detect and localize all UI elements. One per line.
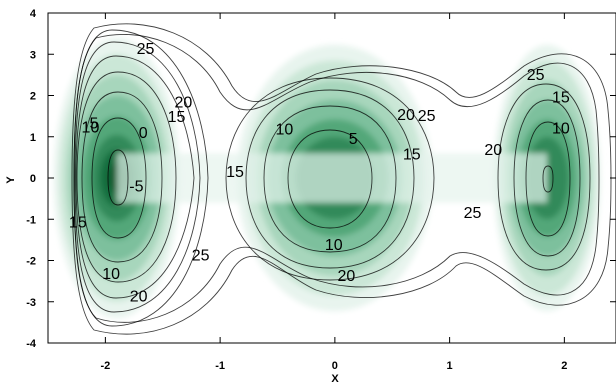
contour-label: 15 xyxy=(226,164,244,181)
contour-label: 15 xyxy=(69,214,87,231)
contour-line xyxy=(107,149,129,206)
contour-label: 15 xyxy=(403,146,421,163)
x-tick-label: -1 xyxy=(215,360,225,372)
density-fill xyxy=(53,37,601,319)
contour-label: 10 xyxy=(552,121,570,138)
contour-label: 20 xyxy=(175,95,193,112)
contour-line xyxy=(75,55,195,299)
contour-line xyxy=(71,23,612,335)
contour-label: 5 xyxy=(89,115,98,132)
contour-line xyxy=(74,41,201,313)
y-tick-label: 4 xyxy=(30,8,37,20)
contour-line xyxy=(263,105,397,253)
contour-label: 10 xyxy=(82,119,100,136)
contour-line xyxy=(245,89,415,269)
contour-label: 20 xyxy=(484,142,502,159)
x-tick-label: 1 xyxy=(447,360,453,372)
contour-label: -5 xyxy=(129,178,143,195)
contour-lines xyxy=(71,23,612,335)
contour-label: 25 xyxy=(527,67,545,84)
contour-label: 25 xyxy=(192,247,210,264)
y-tick-label: 0 xyxy=(30,173,36,185)
contour-line xyxy=(76,71,177,283)
contour-label: 25 xyxy=(418,108,436,125)
contour-line xyxy=(225,77,435,281)
contour-line xyxy=(287,129,373,229)
contour-label: 25 xyxy=(137,41,155,58)
x-tick-label: -2 xyxy=(100,360,110,372)
x-tick-label: 0 xyxy=(332,360,338,372)
y-axis-title: Y xyxy=(5,176,17,184)
density-band xyxy=(116,153,548,203)
y-tick-label: -4 xyxy=(26,338,37,350)
contour-label: 5 xyxy=(349,131,358,148)
contour-line xyxy=(81,91,163,263)
contour-label: 15 xyxy=(168,109,186,126)
contour-line xyxy=(513,99,581,257)
y-tick-label: -2 xyxy=(26,256,36,268)
contour-label: 20 xyxy=(130,289,148,306)
contour-label: 20 xyxy=(397,107,415,124)
y-tick-label: -3 xyxy=(26,297,36,309)
x-tick-label: 2 xyxy=(561,360,567,372)
contour-label: 15 xyxy=(552,90,570,107)
contour-line xyxy=(91,117,147,239)
contour-line xyxy=(497,83,591,271)
contour-label: 25 xyxy=(464,205,482,222)
contour-label: 20 xyxy=(337,268,355,285)
axes: -2 -1 0 1 2 -4 -3 -2 -1 0 1 2 3 4 xyxy=(26,8,616,372)
x-axis-title: X xyxy=(331,373,339,384)
contour-label: 0 xyxy=(139,125,148,142)
contour-line xyxy=(525,121,571,237)
contour-label: 10 xyxy=(275,122,293,139)
y-tick-label: 3 xyxy=(30,49,36,61)
contour-label: 10 xyxy=(325,237,343,254)
contour-line xyxy=(73,34,600,323)
contour-label: 10 xyxy=(102,266,120,283)
y-tick-label: -1 xyxy=(26,214,36,226)
contour-line xyxy=(542,165,554,193)
y-tick-label: 1 xyxy=(30,132,36,144)
y-tick-label: 2 xyxy=(30,91,36,103)
